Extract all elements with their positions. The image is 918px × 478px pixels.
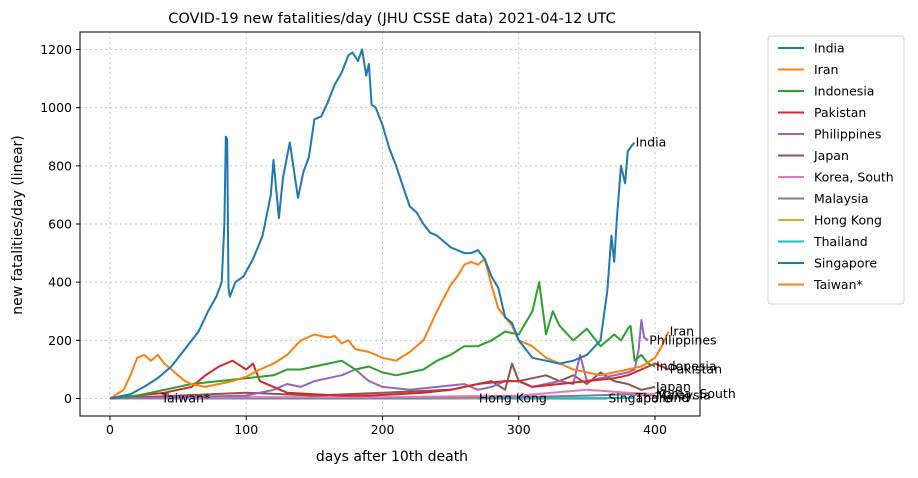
x-tick-label: 100 [234,422,258,437]
end-label-philippines: Philippines [649,332,716,347]
legend-label-taiwan: Taiwan* [813,277,863,292]
y-axis-label: new fatalities/day (linear) [10,135,26,314]
end-label-malaysia: Malaysia [656,388,711,403]
chart-title: COVID-19 new fatalities/day (JHU CSSE da… [168,11,615,27]
legend-label-india: India [814,41,845,56]
end-label-india: India [636,135,667,150]
plot-frame [79,31,701,417]
y-tick-label: 200 [48,333,72,348]
legend-label-iran: Iran [814,62,838,77]
end-label-iran: Iran [670,324,694,339]
series-line-philippines [109,319,649,400]
legend: India Iran Indonesia Pakistan Philippines Jap… [767,35,905,305]
legend-label-pakistan: Pakistan [814,105,866,120]
end-label-japan: Japan [655,379,691,394]
series-line-iran [109,257,670,400]
y-tick-label: 0 [64,391,72,406]
legend-label-indonesia: Indonesia [814,84,874,99]
x-tick-label: 0 [106,422,114,437]
legend-label-japan: Japan [813,148,849,163]
legend-label-thailand: Thailand [813,234,868,249]
end-label-indonesia: Indonesia [656,359,716,374]
y-tick-label: 1000 [40,100,72,115]
series-line-indonesia [109,281,656,400]
y-tick-label: 400 [48,275,72,290]
x-axis-label: days after 10th death [316,449,468,465]
ticks-layer: 0 100 200 300 400 0 200 400 600 800 1000 1200 [40,42,667,437]
y-tick-label: 1200 [40,42,72,57]
x-tick-label: 200 [371,422,395,437]
y-tick-label: 800 [48,158,72,173]
series-layer [109,48,670,400]
legend-frame [767,35,905,305]
legend-label-singapore: Singapore [814,256,877,271]
series-line-korea-south [109,388,656,400]
legend-label-hong-kong: Hong Kong [814,213,882,228]
x-tick-label: 300 [507,422,531,437]
y-tick-label: 600 [48,217,72,232]
series-line-pakistan [109,359,670,400]
x-tick-label: 400 [643,422,667,437]
end-label-singapore: Singapore [608,391,671,406]
legend-label-malaysia: Malaysia [814,191,869,206]
end-label-thailand: Thailand [635,390,690,405]
legend-label-philippines: Philippines [814,127,881,142]
legend-label-korea-south: Korea, South [814,170,894,185]
series-line-india [109,48,636,400]
end-label-hong-kong: Hong Kong [479,390,547,405]
end-label-pakistan: Pakistan [670,361,722,376]
end-label-taiwan: Taiwan* [160,391,210,406]
end-label-korea-south: Korea, South [656,386,736,401]
